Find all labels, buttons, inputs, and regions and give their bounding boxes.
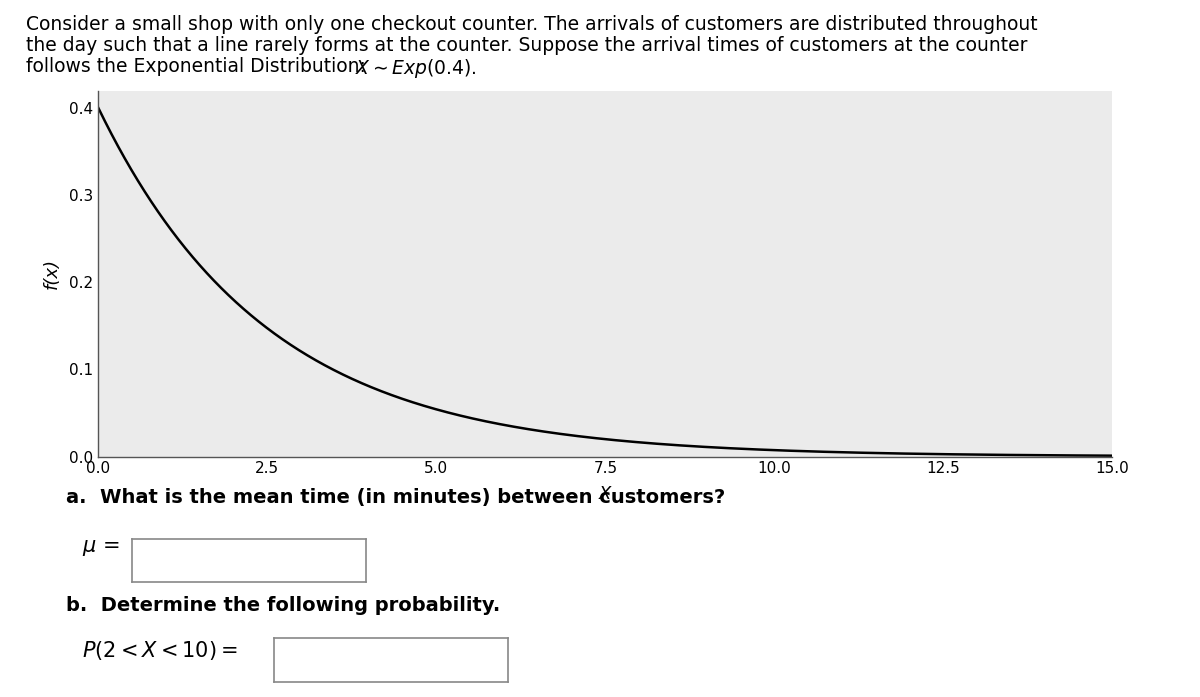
Text: $X \sim \mathit{Exp}(0.4).$: $X \sim \mathit{Exp}(0.4).$ [355, 57, 478, 80]
Text: the day such that a line rarely forms at the counter. Suppose the arrival times : the day such that a line rarely forms at… [26, 36, 1028, 55]
Text: Consider a small shop with only one checkout counter. The arrivals of customers : Consider a small shop with only one chec… [26, 15, 1038, 34]
X-axis label: X: X [599, 484, 612, 503]
Text: b.  Determine the following probability.: b. Determine the following probability. [66, 596, 500, 615]
Y-axis label: f(x): f(x) [43, 258, 61, 289]
Text: $\mu$ =: $\mu$ = [82, 538, 119, 558]
Text: follows the Exponential Distribution:: follows the Exponential Distribution: [26, 57, 372, 76]
Text: $P(2 < X < 10) =$: $P(2 < X < 10) =$ [82, 639, 238, 662]
Text: a.  What is the mean time (in minutes) between customers?: a. What is the mean time (in minutes) be… [66, 488, 725, 507]
